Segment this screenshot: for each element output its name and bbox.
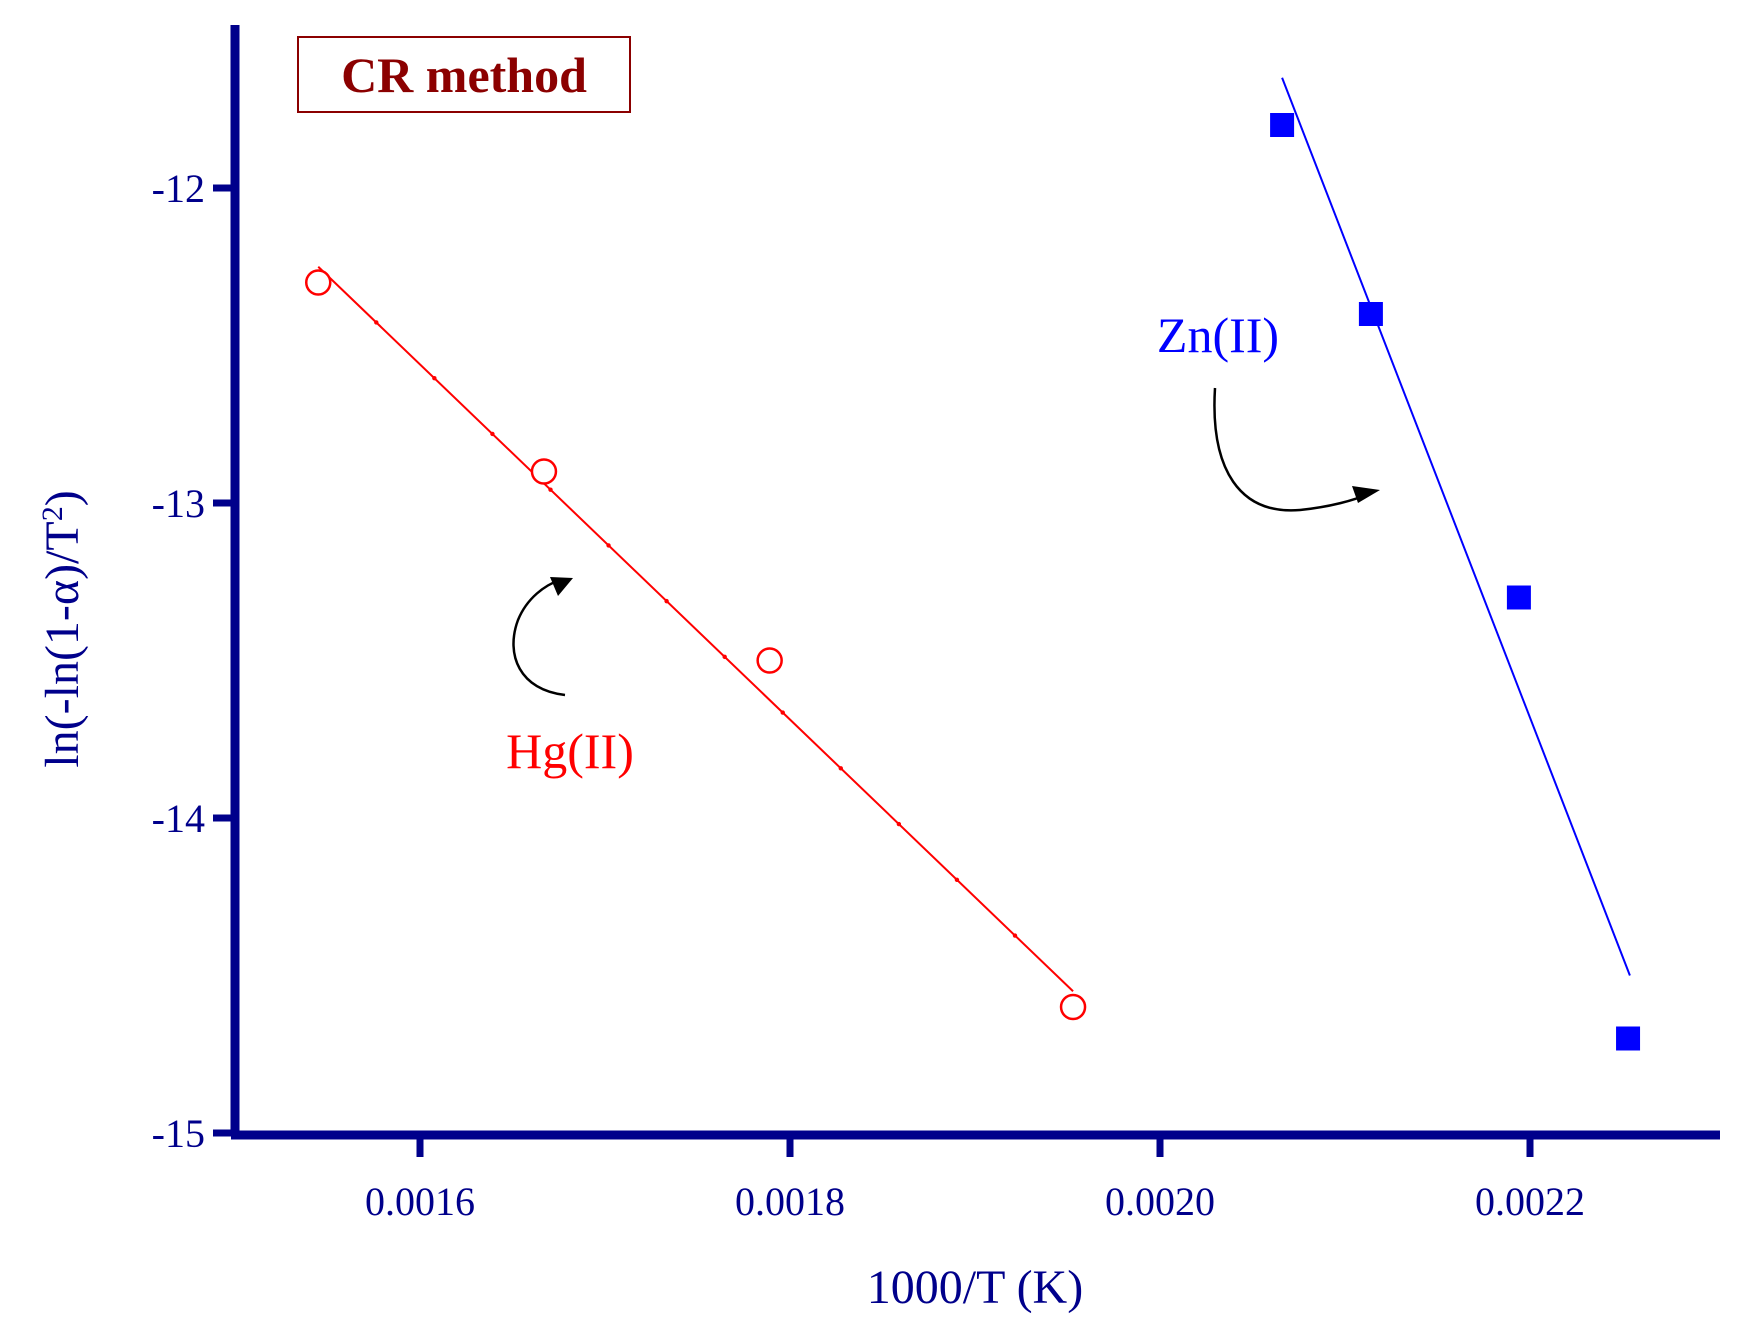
x-axis-label: 1000/T (K) <box>867 1261 1083 1314</box>
data-point-hg <box>1059 993 1087 1021</box>
fit-line-dot <box>490 431 495 437</box>
data-point-zn <box>1270 113 1295 137</box>
fit-line-dot <box>1012 933 1018 938</box>
y-axis-label-superscript: 2 <box>36 506 69 521</box>
x-tick-label: 0.0018 <box>735 1179 845 1224</box>
fit-line-zn <box>1281 77 1631 976</box>
x-tick-label: 0.0020 <box>1105 1179 1215 1224</box>
fit-line-dot <box>780 710 785 715</box>
data-points <box>305 113 1641 1051</box>
hg-arrow-curve <box>512 578 566 697</box>
fit-line-dot <box>722 654 727 660</box>
data-point-hg <box>756 647 783 674</box>
data-point-hg <box>530 458 558 485</box>
fit-line-dot <box>606 543 611 548</box>
data-point-zn <box>1358 302 1383 326</box>
y-tick-label: -13 <box>152 481 205 526</box>
axis-labels: 1000/T (K) ln(-ln(1-α)/T2) <box>36 490 1083 1314</box>
y-tick-label: -15 <box>152 1111 205 1156</box>
y-tick-label: -12 <box>152 166 205 211</box>
series-label-zn: Zn(II) <box>1157 307 1279 363</box>
fit-line-hg <box>317 266 1074 992</box>
y-axis-label-main: ln(-ln(1-α)/T <box>36 521 89 767</box>
axes: 0.0016 0.0018 0.0020 0.0022 -12 -13 -14 -15 <box>152 25 1720 1224</box>
x-tick-label: 0.0022 <box>1475 1179 1585 1224</box>
series-label-hg: Hg(II) <box>506 723 634 779</box>
annotations: CR method Zn(II) Hg(II) <box>297 36 1380 779</box>
zn-arrow-curve <box>1213 387 1369 512</box>
hg-arrow-head <box>550 577 573 596</box>
y-axis-label-tail: ) <box>36 490 89 506</box>
title-box <box>297 36 631 113</box>
fit-line-dot <box>664 598 669 604</box>
zn-arrow-head <box>1352 486 1380 503</box>
fit-line-dot <box>548 487 553 492</box>
fit-line-dot <box>896 821 902 827</box>
x-tick-label: 0.0016 <box>365 1179 475 1224</box>
fit-line-dot <box>374 320 379 325</box>
data-point-zn <box>1506 585 1531 610</box>
y-axis-label: ln(-ln(1-α)/T2) <box>36 490 89 767</box>
data-point-hg <box>305 269 332 296</box>
chart-title: CR method <box>341 47 587 103</box>
fit-lines <box>317 77 1631 992</box>
fit-line-dot <box>954 877 960 882</box>
fit-line-dot <box>838 766 844 771</box>
y-tick-label: -14 <box>152 796 205 841</box>
fit-line-dot <box>432 376 437 381</box>
data-point-zn <box>1616 1026 1641 1051</box>
